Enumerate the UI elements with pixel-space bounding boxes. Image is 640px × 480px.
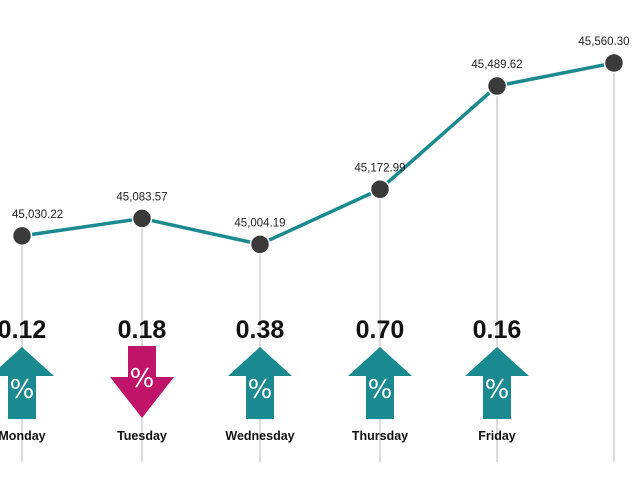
daily-change-monday: 0.12% Monday	[0, 316, 54, 443]
percent-icon: %	[368, 375, 393, 405]
data-label: 45,560.30	[578, 36, 629, 48]
percent-icon: %	[130, 364, 155, 394]
percent-icon: %	[10, 375, 35, 405]
data-label: 45,083.57	[116, 191, 167, 203]
percent-change-label: 0.38	[236, 316, 285, 344]
series-line-layer	[21, 61, 615, 247]
data-points	[11, 52, 625, 255]
x-tick-label: Tuesday	[117, 429, 167, 443]
arrow-up-icon	[348, 347, 412, 419]
arrow-up-icon	[228, 347, 292, 419]
series-line	[21, 61, 615, 247]
percent-change-label: 0.70	[356, 316, 405, 344]
data-label: 45,030.22	[12, 209, 63, 221]
percent-icon: %	[485, 375, 510, 405]
data-label: 45,172.99	[354, 162, 405, 174]
data-point	[11, 225, 33, 247]
percent-change-label: 0.12	[0, 316, 46, 344]
data-point	[486, 75, 508, 97]
daily-change-friday: 0.16% Friday	[465, 316, 529, 443]
percent-change-label: 0.16	[473, 316, 522, 344]
x-tick-label: Thursday	[352, 429, 408, 443]
guide-lines	[21, 62, 615, 462]
data-point	[603, 52, 625, 74]
daily-change-tuesday: 0.18% Tuesday	[110, 316, 174, 443]
x-tick-label: Friday	[478, 429, 516, 443]
daily-change-thursday: 0.70% Thursday	[348, 316, 412, 443]
data-label: 45,489.62	[471, 59, 522, 71]
daily-change-wednesday: 0.38% Wednesday	[225, 316, 294, 443]
percent-change-label: 0.18	[118, 316, 167, 344]
arrow-up-icon	[0, 347, 54, 419]
data-point	[131, 208, 153, 229]
x-tick-label: Wednesday	[225, 429, 294, 443]
daily-changes: 0.12% Monday 0.18% Tuesday 0.38% Wednesday 0.7…	[0, 316, 529, 443]
percent-icon: %	[248, 375, 273, 405]
data-point	[369, 179, 391, 200]
arrow-up-icon	[465, 347, 529, 419]
value-labels: 45,030.22 45,083.57 45,004.19 45,172.99 45,4…	[12, 36, 630, 229]
arrow-down-icon	[110, 346, 174, 418]
data-point	[249, 234, 271, 255]
data-label: 45,004.19	[234, 217, 285, 229]
x-tick-label: Monday	[0, 429, 46, 443]
